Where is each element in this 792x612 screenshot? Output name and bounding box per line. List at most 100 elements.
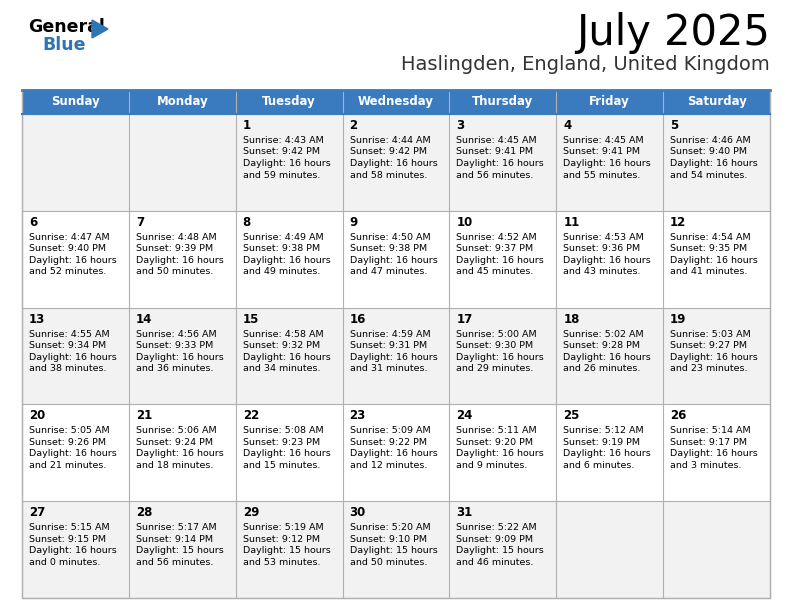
Text: and 6 minutes.: and 6 minutes. bbox=[563, 461, 634, 470]
Text: Sunrise: 5:12 AM: Sunrise: 5:12 AM bbox=[563, 427, 644, 435]
Text: 2: 2 bbox=[349, 119, 358, 132]
Text: and 55 minutes.: and 55 minutes. bbox=[563, 171, 641, 179]
Bar bbox=[22, 90, 770, 598]
Text: 30: 30 bbox=[349, 506, 366, 519]
Text: and 45 minutes.: and 45 minutes. bbox=[456, 267, 534, 276]
Text: Sunrise: 5:17 AM: Sunrise: 5:17 AM bbox=[136, 523, 216, 532]
Text: 23: 23 bbox=[349, 409, 366, 422]
Text: 24: 24 bbox=[456, 409, 473, 422]
Bar bbox=[22, 114, 129, 211]
Text: Sunset: 9:31 PM: Sunset: 9:31 PM bbox=[349, 341, 427, 350]
Text: Daylight: 16 hours: Daylight: 16 hours bbox=[29, 546, 116, 555]
Text: Daylight: 16 hours: Daylight: 16 hours bbox=[29, 449, 116, 458]
Text: Daylight: 16 hours: Daylight: 16 hours bbox=[456, 353, 544, 362]
Text: Sunset: 9:41 PM: Sunset: 9:41 PM bbox=[456, 147, 534, 157]
Text: Sunset: 9:41 PM: Sunset: 9:41 PM bbox=[563, 147, 640, 157]
Text: and 31 minutes.: and 31 minutes. bbox=[349, 364, 427, 373]
Text: Sunset: 9:34 PM: Sunset: 9:34 PM bbox=[29, 341, 106, 350]
Text: 22: 22 bbox=[242, 409, 259, 422]
Text: and 26 minutes.: and 26 minutes. bbox=[563, 364, 641, 373]
Bar bbox=[663, 308, 770, 405]
Text: and 53 minutes.: and 53 minutes. bbox=[242, 558, 320, 567]
Text: Daylight: 15 hours: Daylight: 15 hours bbox=[136, 546, 223, 555]
Text: and 49 minutes.: and 49 minutes. bbox=[242, 267, 320, 276]
Text: Sunset: 9:26 PM: Sunset: 9:26 PM bbox=[29, 438, 106, 447]
Bar bbox=[449, 114, 556, 211]
Text: Daylight: 16 hours: Daylight: 16 hours bbox=[29, 353, 116, 362]
Text: Haslingden, England, United Kingdom: Haslingden, England, United Kingdom bbox=[402, 55, 770, 74]
Text: 20: 20 bbox=[29, 409, 45, 422]
Text: Blue: Blue bbox=[42, 36, 86, 54]
Bar bbox=[663, 114, 770, 211]
Text: 7: 7 bbox=[136, 216, 144, 229]
Bar bbox=[236, 405, 343, 501]
Text: Sunrise: 5:19 AM: Sunrise: 5:19 AM bbox=[242, 523, 323, 532]
Bar bbox=[343, 405, 449, 501]
Text: Sunrise: 5:00 AM: Sunrise: 5:00 AM bbox=[456, 330, 537, 338]
Text: Sunrise: 4:49 AM: Sunrise: 4:49 AM bbox=[242, 233, 323, 242]
Text: Sunrise: 4:52 AM: Sunrise: 4:52 AM bbox=[456, 233, 537, 242]
Text: 5: 5 bbox=[670, 119, 679, 132]
Text: Sunset: 9:40 PM: Sunset: 9:40 PM bbox=[670, 147, 747, 157]
Text: Sunset: 9:27 PM: Sunset: 9:27 PM bbox=[670, 341, 747, 350]
Text: Daylight: 15 hours: Daylight: 15 hours bbox=[349, 546, 437, 555]
Bar bbox=[663, 405, 770, 501]
Text: and 50 minutes.: and 50 minutes. bbox=[349, 558, 427, 567]
Text: Daylight: 16 hours: Daylight: 16 hours bbox=[242, 353, 330, 362]
Text: Daylight: 16 hours: Daylight: 16 hours bbox=[563, 353, 651, 362]
Text: Tuesday: Tuesday bbox=[262, 95, 316, 108]
Text: Sunset: 9:24 PM: Sunset: 9:24 PM bbox=[136, 438, 213, 447]
Bar bbox=[22, 308, 129, 405]
Text: Sunrise: 5:08 AM: Sunrise: 5:08 AM bbox=[242, 427, 323, 435]
Text: and 56 minutes.: and 56 minutes. bbox=[456, 171, 534, 179]
Text: and 43 minutes.: and 43 minutes. bbox=[563, 267, 641, 276]
Text: Sunset: 9:09 PM: Sunset: 9:09 PM bbox=[456, 535, 534, 543]
Text: 6: 6 bbox=[29, 216, 37, 229]
Text: Sunset: 9:37 PM: Sunset: 9:37 PM bbox=[456, 244, 534, 253]
Text: Monday: Monday bbox=[156, 95, 208, 108]
Text: Daylight: 16 hours: Daylight: 16 hours bbox=[563, 159, 651, 168]
Text: 26: 26 bbox=[670, 409, 687, 422]
Text: 14: 14 bbox=[136, 313, 152, 326]
Text: 16: 16 bbox=[349, 313, 366, 326]
Bar bbox=[22, 211, 129, 308]
Bar bbox=[22, 405, 129, 501]
Text: Sunrise: 4:45 AM: Sunrise: 4:45 AM bbox=[563, 136, 644, 145]
Polygon shape bbox=[92, 20, 108, 38]
Text: Sunrise: 4:58 AM: Sunrise: 4:58 AM bbox=[242, 330, 323, 338]
Text: Sunset: 9:42 PM: Sunset: 9:42 PM bbox=[349, 147, 427, 157]
Text: Sunrise: 4:45 AM: Sunrise: 4:45 AM bbox=[456, 136, 537, 145]
Text: and 56 minutes.: and 56 minutes. bbox=[136, 558, 213, 567]
Text: Sunrise: 4:48 AM: Sunrise: 4:48 AM bbox=[136, 233, 216, 242]
Text: Sunrise: 5:14 AM: Sunrise: 5:14 AM bbox=[670, 427, 751, 435]
Text: 12: 12 bbox=[670, 216, 687, 229]
Text: 15: 15 bbox=[242, 313, 259, 326]
Bar bbox=[129, 501, 236, 598]
Text: and 15 minutes.: and 15 minutes. bbox=[242, 461, 320, 470]
Text: Daylight: 16 hours: Daylight: 16 hours bbox=[349, 256, 437, 265]
Text: Daylight: 16 hours: Daylight: 16 hours bbox=[349, 159, 437, 168]
Bar bbox=[236, 114, 343, 211]
Text: and 59 minutes.: and 59 minutes. bbox=[242, 171, 320, 179]
Text: Sunset: 9:14 PM: Sunset: 9:14 PM bbox=[136, 535, 213, 543]
Text: Daylight: 16 hours: Daylight: 16 hours bbox=[242, 159, 330, 168]
Text: Sunrise: 4:55 AM: Sunrise: 4:55 AM bbox=[29, 330, 109, 338]
Text: Sunset: 9:20 PM: Sunset: 9:20 PM bbox=[456, 438, 534, 447]
Text: Friday: Friday bbox=[589, 95, 630, 108]
Text: and 46 minutes.: and 46 minutes. bbox=[456, 558, 534, 567]
Text: 31: 31 bbox=[456, 506, 473, 519]
Text: Daylight: 16 hours: Daylight: 16 hours bbox=[670, 353, 758, 362]
Bar bbox=[449, 501, 556, 598]
Text: and 3 minutes.: and 3 minutes. bbox=[670, 461, 741, 470]
Bar bbox=[22, 90, 770, 114]
Text: Daylight: 16 hours: Daylight: 16 hours bbox=[456, 449, 544, 458]
Bar bbox=[556, 114, 663, 211]
Text: 1: 1 bbox=[242, 119, 251, 132]
Text: 10: 10 bbox=[456, 216, 473, 229]
Text: Sunset: 9:33 PM: Sunset: 9:33 PM bbox=[136, 341, 213, 350]
Text: Daylight: 16 hours: Daylight: 16 hours bbox=[136, 256, 223, 265]
Text: 21: 21 bbox=[136, 409, 152, 422]
Text: and 34 minutes.: and 34 minutes. bbox=[242, 364, 320, 373]
Bar bbox=[343, 211, 449, 308]
Text: Sunset: 9:30 PM: Sunset: 9:30 PM bbox=[456, 341, 534, 350]
